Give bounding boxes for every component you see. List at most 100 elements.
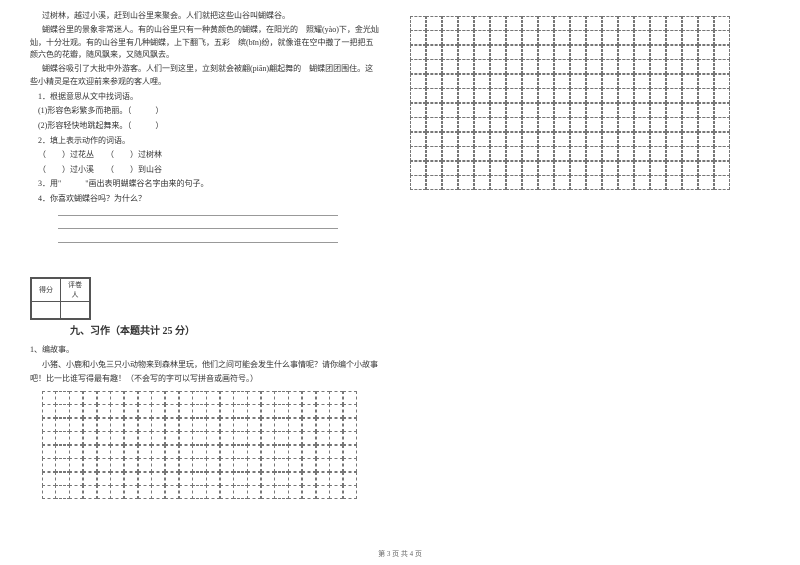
grader-cell (61, 302, 90, 319)
writing-grid-left (42, 391, 380, 499)
grid-cell (83, 418, 97, 432)
grid-cell (602, 16, 619, 31)
grid-cell (522, 117, 539, 132)
grid-cell (666, 16, 683, 31)
grid-cell (426, 88, 443, 103)
grid-cell (522, 74, 539, 89)
grid-cell (274, 485, 288, 499)
grid-cell (206, 418, 220, 432)
grid-cell (261, 431, 275, 445)
grid-cell (554, 59, 571, 74)
writing-grid-right (410, 16, 750, 190)
grid-cell (442, 59, 459, 74)
grid-cell (97, 445, 111, 459)
grid-cell (586, 117, 603, 132)
grid-row (410, 45, 750, 60)
grid-cell (490, 146, 507, 161)
grid-cell (124, 472, 138, 486)
grid-cell (329, 445, 343, 459)
grid-cell (343, 431, 357, 445)
grid-cell (682, 45, 699, 60)
grid-cell (490, 132, 507, 147)
grid-cell (410, 161, 427, 176)
grid-cell (110, 418, 124, 432)
grid-cell (522, 88, 539, 103)
grid-cell (634, 16, 651, 31)
grid-cell (698, 45, 715, 60)
grid-cell (288, 458, 302, 472)
grid-cell (538, 175, 555, 190)
grid-cell (410, 103, 427, 118)
grid-cell (302, 404, 316, 418)
grid-cell (586, 161, 603, 176)
grid-cell (192, 431, 206, 445)
grid-cell (261, 391, 275, 405)
grid-cell (165, 418, 179, 432)
grid-cell (474, 30, 491, 45)
grid-cell (618, 161, 635, 176)
question-1: 1．根据意思从文中找词语。 (38, 90, 380, 104)
grid-cell (474, 74, 491, 89)
grid-cell (458, 30, 475, 45)
grid-cell (506, 132, 523, 147)
grid-cell (634, 132, 651, 147)
grid-cell (343, 404, 357, 418)
grid-cell (602, 59, 619, 74)
grid-cell (138, 445, 152, 459)
grid-cell (474, 88, 491, 103)
grid-cell (634, 88, 651, 103)
grid-cell (165, 472, 179, 486)
grid-cell (261, 418, 275, 432)
grid-cell (506, 45, 523, 60)
grid-cell (55, 472, 69, 486)
grid-cell (442, 146, 459, 161)
grid-cell (458, 88, 475, 103)
grid-cell (138, 404, 152, 418)
grid-cell (490, 88, 507, 103)
grid-cell (83, 472, 97, 486)
grid-cell (570, 175, 587, 190)
grid-row (410, 103, 750, 118)
grid-cell (618, 146, 635, 161)
grid-row (410, 16, 750, 31)
grid-cell (206, 472, 220, 486)
grid-cell (124, 391, 138, 405)
grid-cell (302, 431, 316, 445)
grid-cell (570, 88, 587, 103)
grid-cell (179, 431, 193, 445)
answer-line-1 (58, 207, 338, 216)
grid-cell (55, 431, 69, 445)
grid-cell (570, 16, 587, 31)
grid-cell (506, 30, 523, 45)
grid-cell (343, 445, 357, 459)
grid-cell (288, 445, 302, 459)
grid-cell (554, 103, 571, 118)
grid-cell (110, 458, 124, 472)
grid-cell (442, 16, 459, 31)
grid-cell (288, 431, 302, 445)
grid-cell (458, 74, 475, 89)
grid-cell (698, 146, 715, 161)
grid-cell (458, 59, 475, 74)
grid-cell (426, 161, 443, 176)
grid-cell (274, 404, 288, 418)
grid-cell (650, 132, 667, 147)
grid-cell (458, 175, 475, 190)
grid-cell (634, 103, 651, 118)
grid-cell (192, 472, 206, 486)
grid-cell (682, 175, 699, 190)
grid-cell (247, 391, 261, 405)
grid-cell (618, 74, 635, 89)
grid-cell (343, 458, 357, 472)
grid-cell (666, 103, 683, 118)
grid-cell (302, 418, 316, 432)
grid-cell (426, 59, 443, 74)
grid-cell (316, 404, 330, 418)
grid-row (42, 405, 380, 419)
passage-line-2: 蝴蝶谷里的景象非常迷人。有的山谷里只有一种黄颜色的蝴蝶，在阳光的 照耀(yào)… (30, 24, 380, 62)
grid-cell (220, 391, 234, 405)
grid-cell (714, 88, 731, 103)
grid-cell (554, 88, 571, 103)
grid-cell (554, 45, 571, 60)
grid-cell (410, 146, 427, 161)
